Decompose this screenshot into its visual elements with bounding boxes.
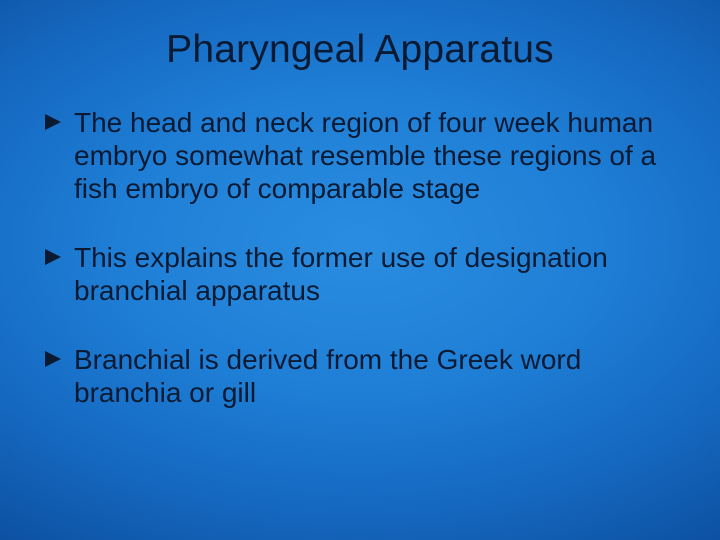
slide-title: Pharyngeal Apparatus: [42, 28, 678, 72]
triangle-right-icon: [44, 248, 62, 266]
list-item: The head and neck region of four week hu…: [42, 106, 678, 205]
bullet-text: Branchial is derived from the Greek word…: [74, 344, 581, 408]
list-item: Branchial is derived from the Greek word…: [42, 343, 678, 409]
bullet-list: The head and neck region of four week hu…: [42, 106, 678, 409]
bullet-text: The head and neck region of four week hu…: [74, 107, 656, 204]
list-item: This explains the former use of designat…: [42, 241, 678, 307]
triangle-right-icon: [44, 113, 62, 131]
bullet-text: This explains the former use of designat…: [74, 242, 608, 306]
triangle-right-icon: [44, 350, 62, 368]
slide: Pharyngeal Apparatus The head and neck r…: [0, 0, 720, 540]
